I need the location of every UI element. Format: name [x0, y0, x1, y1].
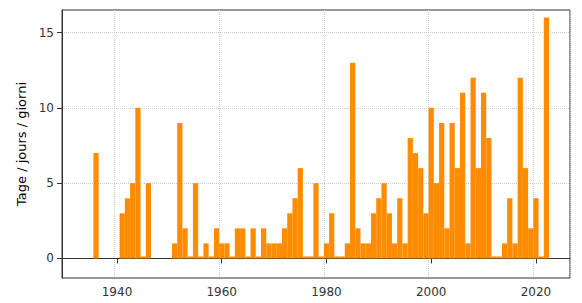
svg-text:2020: 2020	[521, 285, 552, 299]
svg-text:15: 15	[39, 26, 54, 40]
svg-text:1940: 1940	[102, 285, 133, 299]
svg-text:10: 10	[39, 101, 54, 115]
svg-text:1980: 1980	[311, 285, 342, 299]
svg-text:0: 0	[46, 251, 54, 265]
svg-text:5: 5	[46, 176, 54, 190]
svg-text:1960: 1960	[206, 285, 237, 299]
svg-text:2000: 2000	[416, 285, 447, 299]
svg-text:Tage / jours / giorni: Tage / jours / giorni	[14, 82, 29, 207]
